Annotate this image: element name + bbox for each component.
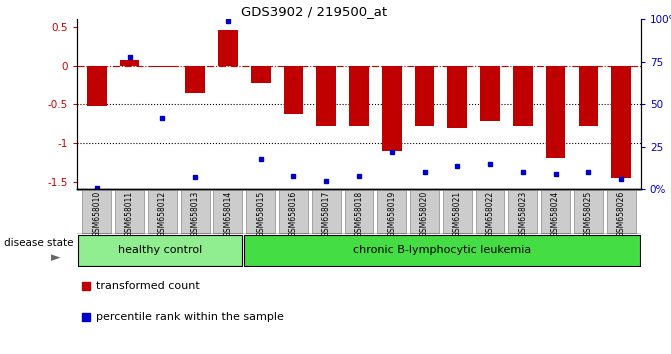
FancyBboxPatch shape xyxy=(279,190,308,233)
Bar xyxy=(415,66,434,126)
Bar xyxy=(119,61,140,66)
Text: ►: ► xyxy=(51,251,60,264)
Bar xyxy=(218,29,238,66)
Text: GSM658018: GSM658018 xyxy=(354,191,364,237)
FancyBboxPatch shape xyxy=(246,190,275,233)
Text: healthy control: healthy control xyxy=(118,245,202,256)
FancyBboxPatch shape xyxy=(115,190,144,233)
Bar xyxy=(546,66,566,159)
FancyBboxPatch shape xyxy=(83,190,111,233)
Text: GSM658021: GSM658021 xyxy=(453,191,462,237)
Text: GSM658015: GSM658015 xyxy=(256,191,265,237)
Text: GSM658025: GSM658025 xyxy=(584,191,593,237)
FancyBboxPatch shape xyxy=(476,190,505,233)
Bar xyxy=(87,66,107,106)
FancyBboxPatch shape xyxy=(345,190,373,233)
FancyBboxPatch shape xyxy=(213,190,242,233)
Bar xyxy=(611,66,631,178)
Bar xyxy=(448,66,467,127)
Text: GSM658023: GSM658023 xyxy=(518,191,527,237)
Text: GSM658019: GSM658019 xyxy=(387,191,397,237)
Text: transformed count: transformed count xyxy=(96,281,199,291)
Text: GSM658010: GSM658010 xyxy=(93,191,101,237)
FancyBboxPatch shape xyxy=(148,190,176,233)
Bar xyxy=(251,66,270,83)
Text: GSM658026: GSM658026 xyxy=(617,191,625,237)
FancyBboxPatch shape xyxy=(180,190,209,233)
FancyBboxPatch shape xyxy=(312,190,341,233)
Bar xyxy=(152,66,172,67)
FancyBboxPatch shape xyxy=(78,235,242,266)
Text: disease state: disease state xyxy=(4,238,73,248)
Bar xyxy=(185,66,205,93)
Text: GSM658024: GSM658024 xyxy=(551,191,560,237)
Text: GSM658011: GSM658011 xyxy=(125,191,134,237)
FancyBboxPatch shape xyxy=(509,190,537,233)
FancyBboxPatch shape xyxy=(377,190,406,233)
Bar xyxy=(480,66,500,121)
Bar xyxy=(284,66,303,114)
FancyBboxPatch shape xyxy=(541,190,570,233)
FancyBboxPatch shape xyxy=(443,190,472,233)
Text: chronic B-lymphocytic leukemia: chronic B-lymphocytic leukemia xyxy=(353,245,531,256)
FancyBboxPatch shape xyxy=(607,190,635,233)
FancyBboxPatch shape xyxy=(574,190,603,233)
FancyBboxPatch shape xyxy=(410,190,439,233)
Text: GSM658014: GSM658014 xyxy=(223,191,232,237)
Text: GSM658012: GSM658012 xyxy=(158,191,167,237)
Bar xyxy=(578,66,599,126)
Bar xyxy=(349,66,369,126)
Bar xyxy=(317,66,336,126)
FancyBboxPatch shape xyxy=(244,235,640,266)
Text: GSM658013: GSM658013 xyxy=(191,191,200,237)
Text: GSM658016: GSM658016 xyxy=(289,191,298,237)
Text: percentile rank within the sample: percentile rank within the sample xyxy=(96,312,284,322)
Text: GSM658020: GSM658020 xyxy=(420,191,429,237)
Bar xyxy=(382,66,401,151)
Title: GDS3902 / 219500_at: GDS3902 / 219500_at xyxy=(241,5,387,18)
Bar xyxy=(513,66,533,126)
Text: GSM658017: GSM658017 xyxy=(321,191,331,237)
Text: GSM658022: GSM658022 xyxy=(486,191,495,237)
